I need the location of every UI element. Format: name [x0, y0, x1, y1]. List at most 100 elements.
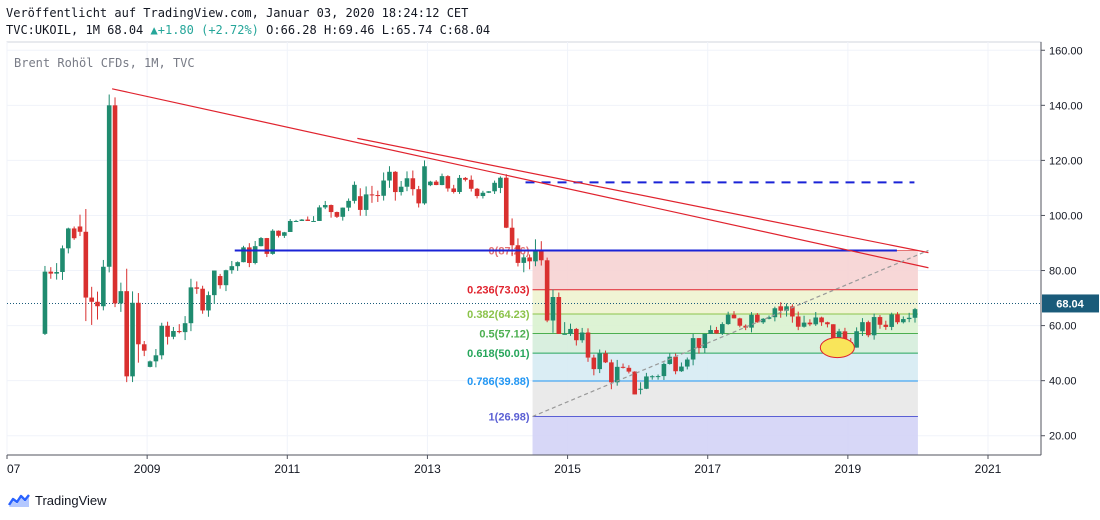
candle-body [293, 220, 299, 222]
candle-body [760, 318, 766, 323]
fib-level-label: 0.382(64.23) [467, 309, 530, 321]
symbol-text: TVC:UKOIL, 1M [6, 23, 100, 37]
tradingview-logo-icon [8, 493, 30, 507]
candle-body [498, 177, 503, 188]
candle-body [118, 291, 124, 304]
tradingview-brand[interactable]: TradingView [8, 493, 107, 508]
candle-body [89, 297, 94, 302]
candle-body [182, 323, 188, 333]
candle-body [241, 247, 246, 263]
candle-body [684, 359, 690, 367]
candle-body [579, 332, 585, 341]
candle-body [217, 276, 223, 286]
candle-body [393, 171, 398, 193]
fib-level-label: 0.786(39.88) [467, 376, 530, 388]
candle-body [649, 376, 655, 378]
candle-body [159, 325, 165, 356]
candle-body [194, 287, 200, 289]
candle-body [708, 330, 713, 334]
candle-body [270, 230, 275, 254]
candle-body [60, 248, 65, 273]
time-tick-label: 2011 [274, 462, 300, 476]
candle-body [171, 331, 176, 337]
high-value: H:69.46 [323, 23, 375, 37]
price-tick-label: 40.00 [1049, 376, 1077, 388]
candle-body [106, 105, 112, 267]
candle-body [311, 220, 316, 222]
trendline-support-dashed [532, 249, 929, 418]
candle-body [492, 182, 497, 192]
last-price-label: 68.04 [1056, 298, 1084, 310]
candle-body [375, 195, 381, 197]
candle-body [381, 180, 386, 196]
candle-body [790, 306, 795, 317]
candle-body [556, 297, 562, 334]
candle-body [252, 246, 258, 263]
candle-body [71, 228, 77, 239]
open-value: O:66.28 [266, 23, 317, 37]
candle-body [433, 181, 439, 186]
fib-level-label: 0.618(50.01) [467, 348, 530, 360]
candle-body [667, 356, 673, 364]
candles [42, 94, 918, 395]
chart-title: Brent Rohöl CFDs, 1M, TVC [14, 56, 195, 70]
candle-body [211, 270, 217, 296]
candle-body [871, 317, 877, 336]
candle-body [317, 207, 322, 221]
fib-band [532, 289, 918, 314]
published-line: Veröffentlicht auf TradingView.com, Janu… [6, 6, 468, 20]
candle-body [784, 306, 789, 311]
price-tick-label: 60.00 [1049, 321, 1077, 333]
price-chart[interactable]: 0(87.26)0.236(73.03)0.382(64.23)0.5(57.1… [0, 0, 1100, 490]
candle-body [445, 176, 451, 189]
candle-body [877, 317, 883, 325]
candle-body [661, 363, 667, 377]
candle-body [457, 177, 462, 192]
candle-body [527, 257, 532, 262]
candle-body [509, 227, 515, 246]
candle-body [229, 266, 235, 271]
candle-body [299, 219, 305, 221]
candle-body [696, 338, 702, 349]
trendline-upper-resistance [111, 88, 929, 269]
candle-body [562, 333, 567, 335]
price-tick-label: 80.00 [1049, 266, 1077, 278]
ohlc-line: TVC:UKOIL, 1M 68.04 ▲+1.80 (+2.72%) O:66… [6, 23, 490, 37]
candle-body [603, 353, 608, 363]
candle-body [731, 314, 737, 319]
candle-body [153, 355, 159, 362]
highlight-ellipse [819, 337, 855, 359]
candle-body [538, 251, 544, 261]
candle-body [679, 366, 684, 372]
candle-body [883, 324, 889, 327]
candle-body [906, 317, 912, 320]
candle-body [795, 316, 801, 327]
candle-body [609, 362, 614, 383]
fib-band [532, 416, 918, 455]
candle-body [807, 322, 813, 325]
candle-body [533, 251, 538, 262]
candle-body [830, 324, 836, 344]
candle-body [842, 331, 848, 343]
candle-body [282, 232, 287, 236]
candle-body [854, 331, 859, 348]
candle-body [398, 186, 404, 193]
candle-body [352, 184, 357, 201]
candle-body [655, 376, 661, 378]
candle-body [176, 331, 182, 333]
price-tick-label: 160.00 [1049, 45, 1083, 57]
candle-body [322, 205, 328, 208]
candle-body [813, 317, 819, 325]
change-value: +1.80 (+2.72%) [157, 23, 259, 37]
candle-body [521, 257, 527, 263]
last-value: 68.04 [107, 23, 144, 37]
last-price-badge [1042, 294, 1099, 313]
time-tick-label: 2015 [554, 462, 581, 476]
candle-body [585, 332, 591, 358]
time-tick-label: 07 [7, 462, 21, 476]
candle-body [428, 181, 433, 186]
candle-body [825, 322, 830, 325]
candle-body [574, 328, 579, 341]
fib-band [532, 313, 918, 334]
candle-body [451, 188, 457, 192]
